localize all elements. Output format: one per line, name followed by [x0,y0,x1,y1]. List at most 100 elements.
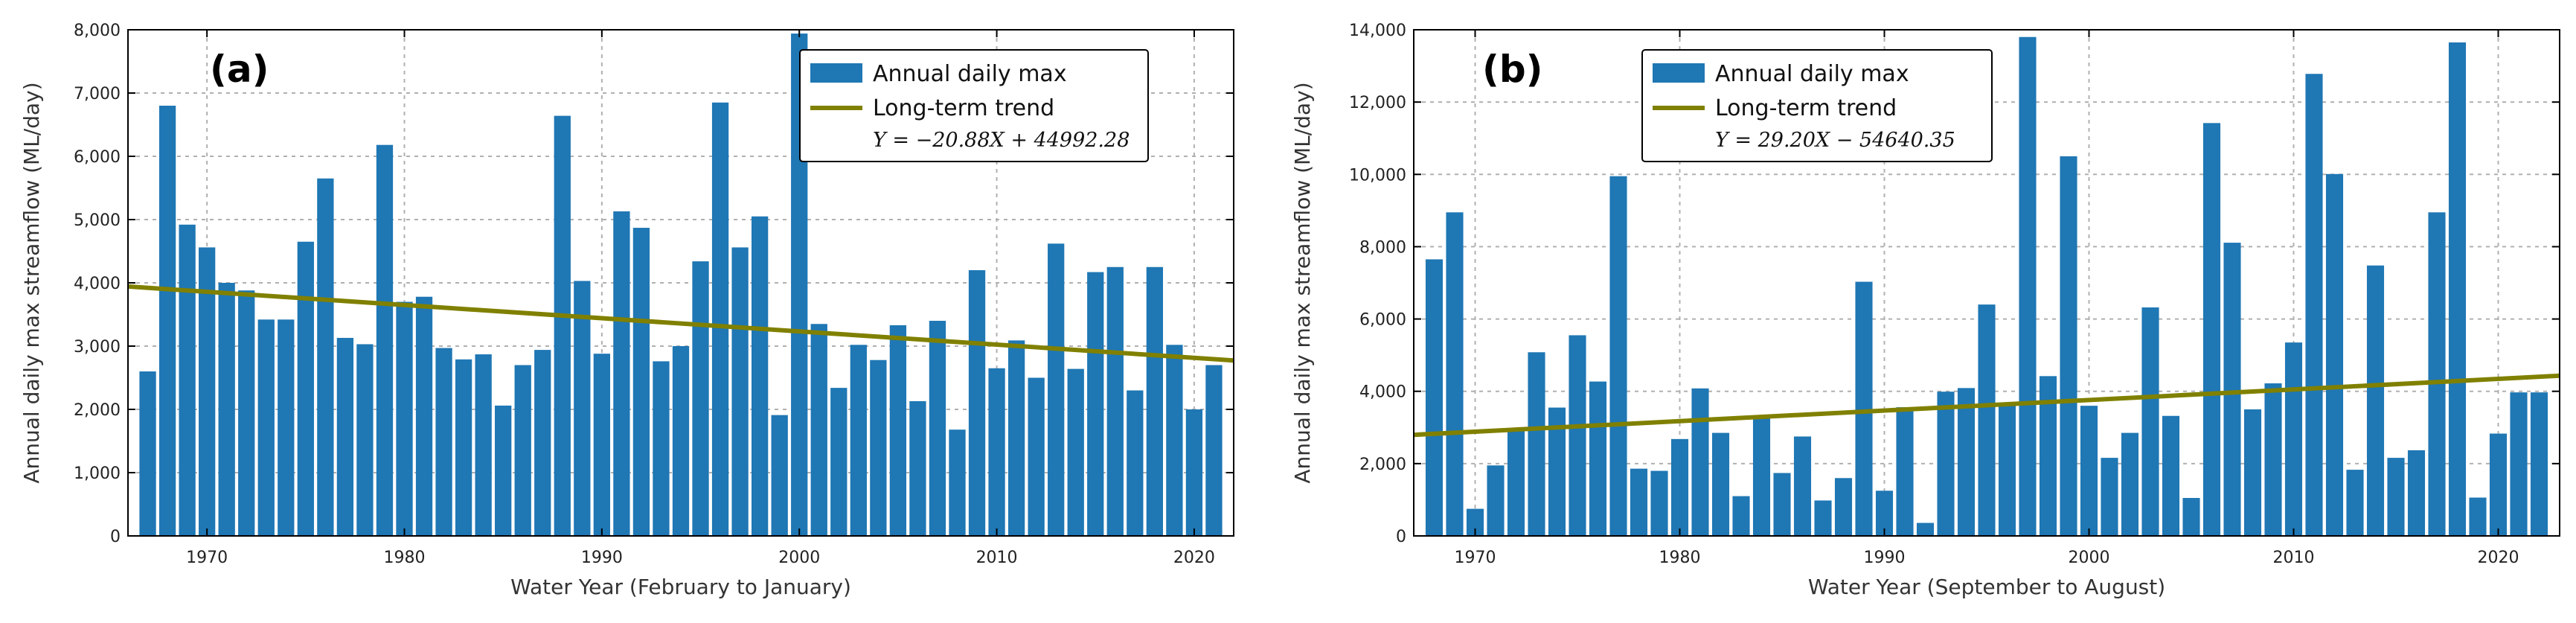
legend-swatch-bars [810,63,862,83]
bar [830,388,848,536]
x-tick-label: 1980 [384,549,426,567]
bar [968,270,986,536]
bar [2243,409,2262,536]
x-axis-label: Water Year (September to August) [1808,575,2165,599]
y-tick-label: 2,000 [74,401,121,420]
bar [2305,74,2323,536]
x-tick-label: 1970 [1455,549,1496,567]
legend-label-trend: Long-term trend [873,95,1054,121]
bar [2141,307,2159,536]
bar [751,216,769,536]
bar [1548,407,1566,536]
bar [257,319,275,536]
bar [2407,450,2426,536]
bar [929,321,946,536]
y-tick-label: 4,000 [74,275,121,293]
bar [2469,497,2487,536]
bar [1834,478,1853,536]
bar [336,337,354,536]
y-tick-label: 5,000 [74,211,121,230]
bar [1650,470,1668,536]
bar [435,348,452,536]
bar [2080,406,2098,536]
bar [2202,123,2221,537]
bar [672,346,690,536]
y-axis-label: Annual daily max streamflow (ML/day) [19,82,44,483]
bar [278,319,295,536]
bar [1814,500,1832,536]
bar [1609,176,1627,536]
bar [1957,388,1976,536]
bar [731,247,749,536]
bar [415,296,433,536]
bar [1007,340,1025,536]
trend-line [1413,373,2560,438]
bar [396,301,413,536]
x-tick-label: 1970 [186,549,228,567]
bar [1691,388,1709,536]
bar [218,283,235,536]
bar [554,115,571,537]
bar [1146,266,1164,536]
bar [653,361,670,536]
y-tick-label: 10,000 [1349,166,1406,185]
bar [1773,473,1791,536]
chart-a-svg: 0 1,000 2,000 3,000 4,000 5,000 6,000 7,000 8,00… [19,22,1234,599]
bar [810,324,827,536]
bar [1916,523,1935,536]
legend-label-bars: Annual daily max [1715,61,1909,87]
bar [593,354,611,536]
bar [1670,438,1689,536]
y-tick-label: 0 [110,528,121,546]
bar [2428,212,2446,536]
bar [1732,496,1750,536]
bar [870,360,887,536]
y-tick-label: 7,000 [74,85,121,103]
y-tick-label: 2,000 [1359,456,1406,474]
chart-b-svg: 0 2,000 4,000 6,000 8,000 10,000 12,000 14,000 1… [1290,22,2560,599]
legend-trend-equation: Y = −20.88X + 44992.28 [873,129,1130,152]
axes-frame [1413,29,2560,537]
bar [1127,390,1144,536]
bar [2060,156,2077,536]
bar [1185,409,1203,536]
bar [198,247,216,536]
y-tick-label: 8,000 [1359,238,1406,257]
bar [2325,173,2344,537]
bar [158,106,176,536]
bar [1507,429,1525,536]
x-tick-label: 2010 [976,549,1018,567]
bar [632,228,650,536]
y-axis-label: Annual daily max streamflow (ML/day) [1290,82,1315,483]
y-tick-label: 3,000 [74,338,121,357]
bar [1466,508,1484,536]
bar [179,224,196,536]
bar [1048,243,1065,536]
bar [1793,436,1812,536]
bar [495,405,512,536]
bar [1487,465,1505,536]
bar [2264,383,2282,536]
bar [1855,281,1873,536]
bar [1067,368,1084,536]
x-tick-label: 1980 [1659,549,1701,567]
bar [1028,377,1045,536]
bar [2284,342,2303,536]
bar [1446,212,1464,536]
legend-label-trend: Long-term trend [1715,95,1897,121]
bar [2162,415,2180,536]
bar [1106,266,1124,536]
bar [988,368,1005,536]
bar [2448,42,2467,536]
bar [1087,272,1104,536]
bar [909,400,926,536]
y-tick-label: 6,000 [1359,311,1406,330]
bar [850,345,867,536]
y-tick-label: 6,000 [74,148,121,167]
bar [356,344,374,536]
y-tick-label: 14,000 [1349,22,1406,40]
bar [889,325,907,536]
legend-box [1641,49,1993,162]
bar [514,365,531,536]
bar [711,102,729,536]
